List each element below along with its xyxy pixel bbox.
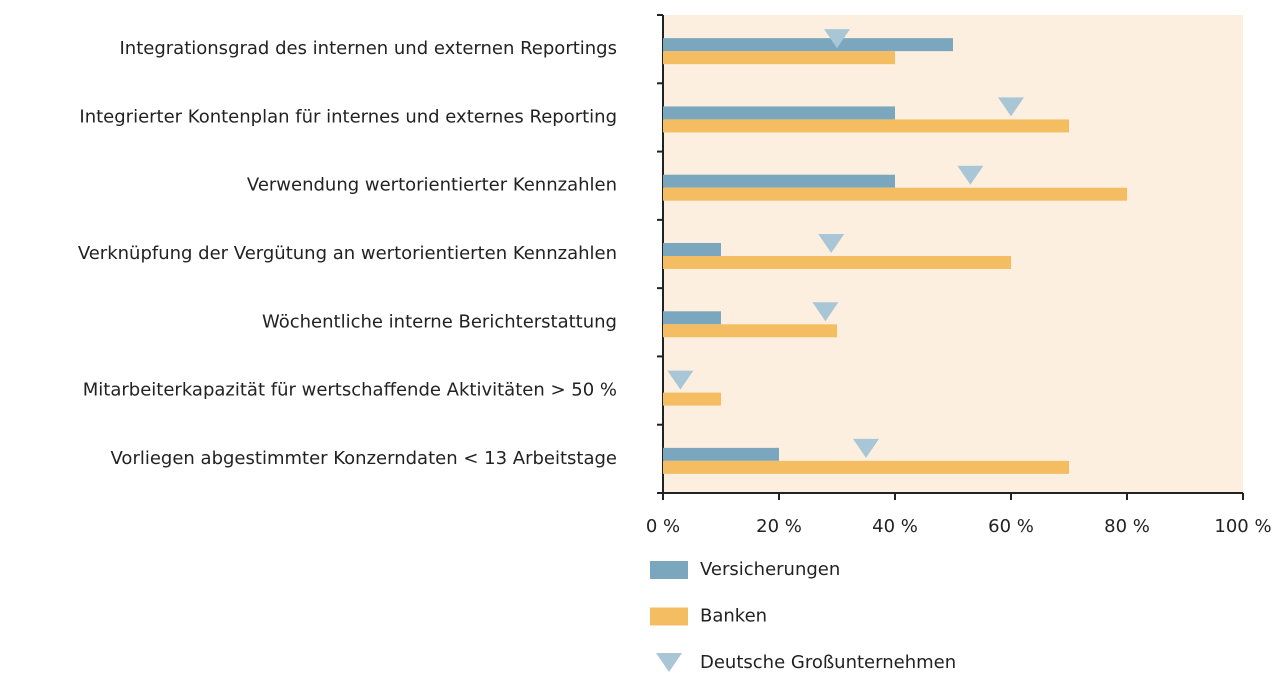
- bar: [663, 256, 1011, 269]
- legend-label: Banken: [700, 606, 767, 627]
- bar: [663, 119, 1069, 133]
- bar: [663, 460, 1069, 474]
- legend-swatch: [650, 561, 688, 579]
- legend-label: Deutsche Großunternehmen: [700, 652, 956, 673]
- x-tick-label: 20 %: [756, 516, 802, 537]
- triangle-marker: [998, 97, 1024, 117]
- bar: [663, 51, 895, 65]
- category-label: Verknüpfung der Vergütung an wertorienti…: [78, 243, 617, 264]
- bar: [663, 174, 895, 188]
- bar: [663, 447, 779, 461]
- category-label: Mitarbeiterkapazität für wertschaffende …: [83, 380, 617, 401]
- category-label: Vorliegen abgestimmter Konzerndaten < 13…: [111, 448, 617, 469]
- category-label: Verwendung wertorientierter Kennzahlen: [247, 175, 617, 196]
- bar: [663, 324, 837, 338]
- x-tick-label: 40 %: [872, 516, 918, 537]
- bar: [663, 392, 721, 406]
- category-label: Integrationsgrad des internen und extern…: [120, 38, 618, 59]
- bar: [663, 243, 721, 256]
- bar: [663, 106, 895, 120]
- triangle-marker: [824, 29, 850, 49]
- plot-background: [663, 15, 1243, 493]
- x-tick-label: 80 %: [1104, 516, 1150, 537]
- x-tick-label: 60 %: [988, 516, 1034, 537]
- triangle-marker: [957, 165, 984, 185]
- legend-swatch: [656, 653, 682, 672]
- legend-swatch: [650, 607, 688, 626]
- triangle-marker: [853, 438, 879, 458]
- triangle-marker: [667, 370, 694, 390]
- bar: [663, 187, 1127, 201]
- legend-label: Versicherungen: [700, 559, 840, 580]
- x-tick-label: 100 %: [1214, 516, 1271, 537]
- category-label: Wöchentliche interne Berichterstattung: [262, 311, 617, 332]
- bar: [663, 311, 721, 325]
- triangle-marker: [812, 302, 839, 322]
- category-label: Integrierter Kontenplan für internes und…: [79, 106, 617, 127]
- x-tick-label: 0 %: [646, 516, 680, 537]
- triangle-marker: [818, 234, 845, 253]
- bar: [663, 38, 953, 52]
